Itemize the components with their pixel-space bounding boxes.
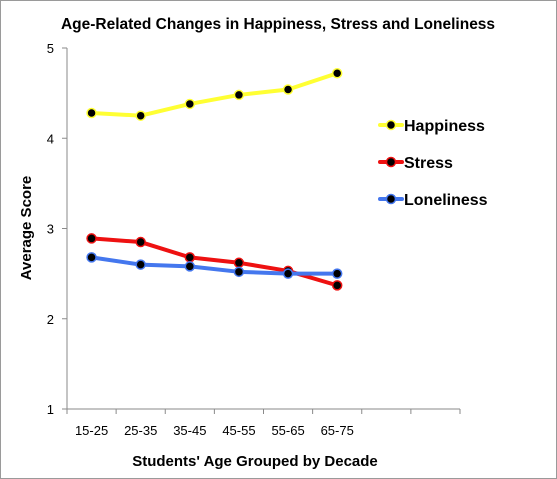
series-line-happiness	[89, 71, 340, 118]
data-point-loneliness	[233, 266, 245, 278]
y-axis-label: Average Score	[18, 176, 35, 281]
series-line-loneliness	[89, 255, 340, 276]
data-point-loneliness	[86, 252, 97, 263]
y-tick-label: 5	[47, 41, 54, 56]
data-point-happiness	[86, 107, 97, 119]
data-point-happiness	[331, 68, 343, 79]
y-tick-label: 4	[47, 131, 54, 146]
legend-marker-stress	[385, 156, 397, 168]
data-point-stress	[184, 252, 196, 263]
data-point-loneliness	[282, 268, 294, 279]
axes: 1 2 3 4 5 15-25 25-35 35-45 45-55 55-65 65-75	[47, 41, 461, 438]
x-tick-label: 65-75	[321, 423, 354, 438]
data-point-loneliness	[135, 259, 146, 270]
series-layer	[86, 68, 343, 291]
legend-marker-loneliness	[385, 193, 397, 205]
data-point-stress	[233, 257, 245, 269]
x-tick-label: 55-65	[271, 423, 304, 438]
data-point-happiness	[233, 89, 245, 101]
y-tick-label: 3	[47, 222, 54, 237]
data-point-stress	[331, 280, 343, 291]
x-tick-label: 45-55	[222, 423, 255, 438]
data-point-happiness	[184, 98, 196, 110]
x-axis-label: Students' Age Grouped by Decade	[132, 453, 378, 470]
data-point-loneliness	[331, 268, 343, 279]
legend-label-loneliness: Loneliness	[404, 192, 488, 209]
legend-label-happiness: Happiness	[404, 118, 485, 135]
data-point-loneliness	[184, 261, 196, 272]
x-tick-label: 25-35	[124, 423, 157, 438]
y-tick-label: 2	[47, 312, 54, 327]
legend: Happiness Stress Loneliness	[378, 118, 488, 209]
data-point-happiness	[135, 110, 146, 121]
y-tick-label: 1	[47, 402, 54, 417]
data-point-stress	[86, 233, 97, 244]
legend-marker-happiness	[385, 119, 397, 131]
legend-label-stress: Stress	[404, 155, 453, 172]
x-tick-label: 15-25	[75, 423, 108, 438]
chart-title: Age-Related Changes in Happiness, Stress…	[61, 16, 495, 33]
data-point-happiness	[282, 84, 294, 95]
x-tick-label: 35-45	[173, 423, 206, 438]
data-point-stress	[135, 236, 146, 248]
